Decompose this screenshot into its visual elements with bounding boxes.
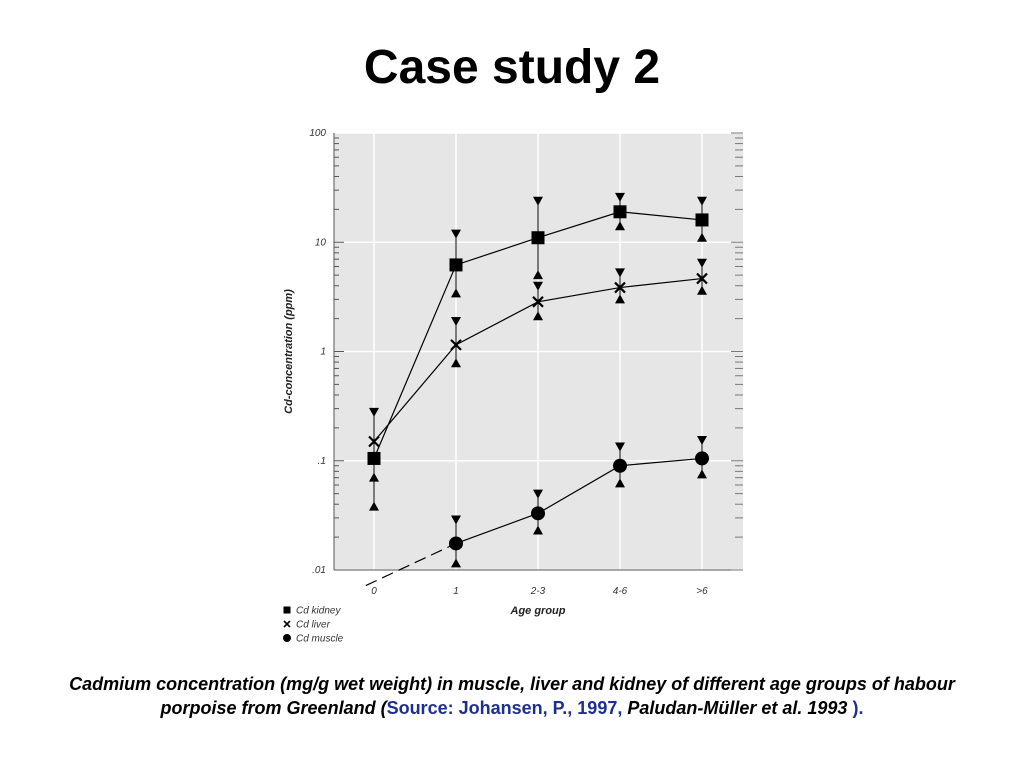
cd-kidney-lower-whisker (533, 270, 543, 280)
legend-label-cd-kidney: Cd kidney (296, 606, 341, 617)
cd-kidney-upper-whisker (697, 196, 707, 206)
cd-liver-point (614, 281, 626, 294)
cd-muscle-point (613, 458, 627, 473)
cd-kidney-upper-whisker (533, 196, 543, 206)
cd-muscle-upper-whisker (697, 435, 707, 445)
y-axis-title: Cd-concentration (ppm) (283, 289, 295, 414)
caption-authors: Paludan-Müller et al. 1993 (622, 698, 853, 718)
legend-marker-cd-liver (283, 620, 291, 628)
cd-muscle-line (455, 457, 703, 545)
cd-liver-point (532, 296, 544, 308)
caption-text: Cadmium concentration (mg/g wet weight) … (69, 674, 955, 718)
cd-liver-point (696, 272, 708, 285)
cd-liver-lower-whisker (697, 285, 707, 295)
cd-muscle-point (449, 536, 463, 551)
legend-label-cd-muscle: Cd muscle (296, 634, 344, 645)
y-tick-label: 1 (320, 347, 326, 358)
cd-muscle-lower-whisker (615, 478, 625, 488)
cd-muscle-point (695, 451, 709, 466)
cd-liver-lower-whisker (533, 311, 543, 321)
x-tick-label: >6 (696, 586, 708, 597)
cd-kidney-lower-whisker (697, 232, 707, 242)
legend-marker-cd-muscle (283, 634, 291, 642)
cd-liver-lower-whisker (615, 294, 625, 304)
cd-muscle-upper-whisker (533, 489, 543, 499)
cd-kidney-point (613, 205, 627, 219)
cd-liver-upper-whisker (533, 281, 543, 291)
cd-kidney-point (531, 231, 545, 245)
cd-muscle-upper-whisker (451, 515, 461, 525)
cd-kidney-upper-whisker (369, 407, 379, 417)
x-tick-label: 2-3 (530, 586, 546, 597)
cd-liver-lower-whisker (369, 472, 379, 482)
caption-comma: , (617, 698, 623, 718)
x-tick-label: 4-6 (613, 586, 628, 597)
cd-liver-upper-whisker (451, 317, 461, 327)
cd-muscle-lower-whisker (697, 469, 707, 479)
x-axis-title: Age group (510, 605, 566, 617)
cd-liver-point (368, 435, 380, 448)
cd-kidney-upper-whisker (451, 229, 461, 239)
y-tick-label: .01 (312, 565, 326, 576)
y-tick-label: 10 (315, 237, 327, 248)
figure-caption: Cadmium concentration (mg/g wet weight) … (40, 672, 984, 720)
cd-muscle-lower-whisker (533, 525, 543, 535)
x-tick-label: 1 (453, 586, 459, 597)
cd-kidney-lower-whisker (615, 221, 625, 231)
cd-liver-upper-whisker (615, 268, 625, 278)
cd-liver-point (450, 339, 462, 351)
cd-liver-upper-whisker (697, 258, 707, 268)
cd-kidney-upper-whisker (615, 192, 625, 202)
caption-source: Source: Johansen, P., 1997 (386, 698, 618, 718)
cd-liver-lower-whisker (451, 358, 461, 368)
legend-label-cd-liver: Cd liver (296, 620, 331, 631)
cd-kidney-lower-whisker (451, 288, 461, 298)
legend-marker-cd-kidney (283, 606, 291, 614)
cd-muscle-lower-whisker (451, 558, 461, 568)
cd-kidney-point (695, 213, 709, 227)
cd-muscle-upper-whisker (615, 442, 625, 452)
cd-kidney-point (449, 258, 463, 272)
y-tick-label: 100 (309, 128, 326, 139)
cd-muscle-point (531, 506, 545, 521)
x-tick-label: 0 (371, 586, 377, 597)
caption-closing: ). (852, 698, 864, 718)
y-tick-label: .1 (318, 456, 326, 467)
cd-kidney-lower-whisker (369, 501, 379, 511)
cd-muscle-extrapolation (365, 542, 457, 587)
slide-title: Case study 2 (363, 41, 661, 94)
